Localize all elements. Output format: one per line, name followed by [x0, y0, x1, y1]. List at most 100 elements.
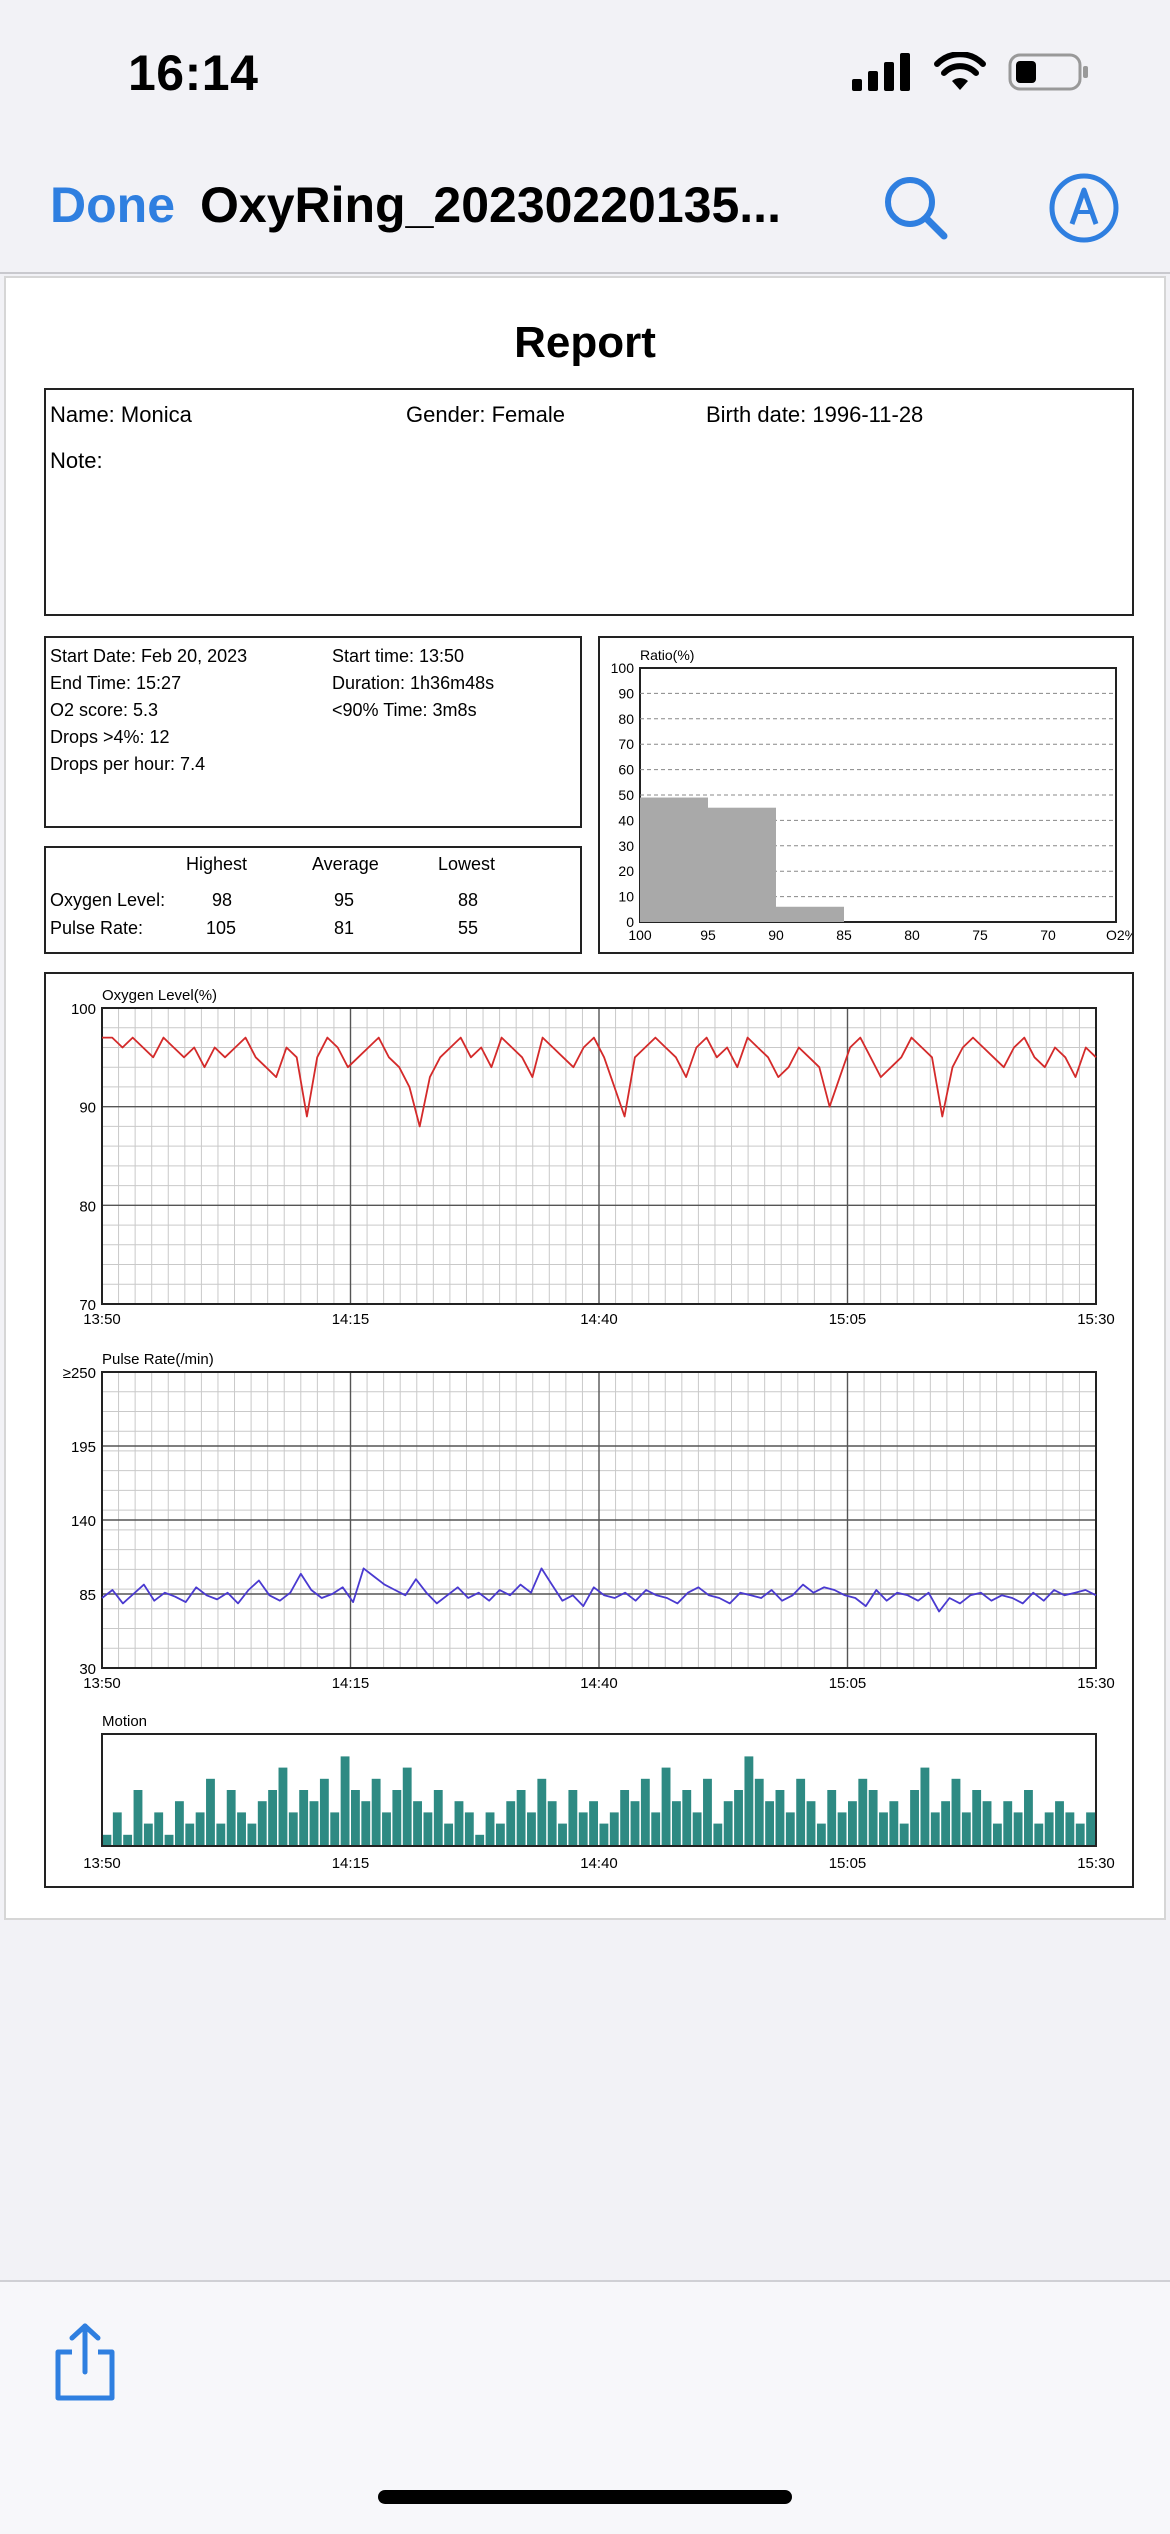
motion-bar [1024, 1790, 1033, 1846]
ratio-xtick: 95 [700, 927, 716, 943]
status-bar: 16:14 [0, 0, 1170, 150]
motion-bar [837, 1812, 847, 1846]
oxygen-chart-xtick: 14:40 [580, 1311, 618, 1328]
ratio-xtick: 90 [768, 927, 784, 943]
motion-bar [640, 1778, 650, 1846]
motion-bar [1055, 1801, 1064, 1846]
motion-bar [930, 1812, 940, 1846]
done-button[interactable]: Done [50, 177, 175, 233]
motion-bar [920, 1767, 930, 1846]
motion-bar [827, 1790, 837, 1846]
stats-header-highest: Highest [186, 854, 248, 874]
motion-bar [1075, 1823, 1085, 1846]
stats-pulse-label: Pulse Rate: [50, 918, 144, 938]
stats-pulse-lowest: 55 [458, 918, 479, 938]
ratio-ytick: 60 [618, 762, 634, 778]
motion-bar [889, 1801, 899, 1846]
motion-bar [609, 1812, 619, 1846]
motion-bar [112, 1812, 122, 1846]
motion-bar [775, 1790, 785, 1846]
oxygen-chart-ytick: 80 [79, 1198, 96, 1215]
ratio-ytick: 90 [618, 685, 634, 701]
markup-icon [1049, 173, 1119, 243]
motion-bar [371, 1778, 381, 1846]
patient-note: Note: [50, 448, 103, 473]
motion-bar [195, 1812, 205, 1846]
pulse-chart-ytick: 140 [71, 1513, 96, 1530]
motion-bar [547, 1801, 557, 1846]
status-icons [852, 52, 1090, 92]
ratio-xtick: 75 [972, 927, 988, 943]
ratio-xtick: 100 [628, 927, 652, 943]
motion-bar [278, 1767, 288, 1846]
search-button[interactable] [880, 172, 952, 244]
ratio-ytick: 70 [618, 736, 634, 752]
motion-bar [941, 1801, 951, 1846]
markup-button[interactable] [1048, 172, 1120, 244]
search-icon [885, 177, 948, 240]
pulse-chart-xtick: 13:50 [83, 1675, 121, 1692]
motion-bar [806, 1801, 816, 1846]
pulse-chart-xtick: 14:40 [580, 1675, 618, 1692]
ratio-ytick: 10 [618, 889, 634, 905]
ratio-ytick: 0 [626, 914, 634, 930]
motion-bar [319, 1778, 329, 1846]
ratio-xtick: 80 [904, 927, 920, 943]
ratio-ytick: 80 [618, 711, 634, 727]
patient-birth-date: Birth date: 1996-11-28 [706, 402, 924, 427]
document-title: OxyRing_20230220135... [200, 177, 781, 233]
summary-duration: Duration: 1h36m48s [332, 673, 495, 693]
motion-bar [495, 1823, 505, 1846]
oxygen-chart-series-line [102, 1036, 1097, 1128]
ratio-ytick: 100 [611, 660, 635, 676]
motion-bar [123, 1834, 133, 1846]
ratio-xtick: 70 [1040, 927, 1056, 943]
pulse-chart-series-line [101, 1567, 1097, 1613]
motion-bar [651, 1812, 661, 1846]
ratio-bar [776, 906, 844, 922]
motion-bar [796, 1778, 806, 1846]
stats-oxygen-lowest: 88 [458, 890, 479, 910]
motion-bar [1044, 1812, 1054, 1846]
summary-o2-score: O2 score: 5.3 [50, 700, 159, 720]
motion-bar [589, 1801, 598, 1846]
share-button[interactable] [50, 2322, 120, 2402]
pulse-chart-xtick: 15:05 [829, 1675, 867, 1692]
motion-bar [992, 1823, 1002, 1846]
motion-bar [982, 1801, 992, 1846]
motion-bar [1065, 1812, 1075, 1846]
pulse-chart-frame [101, 1371, 1097, 1669]
motion-bar [309, 1801, 319, 1846]
oxygen-chart-xtick: 14:15 [332, 1311, 370, 1328]
motion-bar [268, 1790, 278, 1846]
status-time: 16:14 [128, 45, 259, 101]
motion-bar [506, 1801, 516, 1846]
motion-bar [1086, 1812, 1095, 1846]
motion-bar [247, 1823, 257, 1846]
battery-icon [1008, 53, 1088, 91]
summary-drops-per-hour: Drops per hour: 7.4 [50, 754, 206, 774]
share-icon [55, 2323, 115, 2401]
signal-icon [852, 53, 910, 91]
motion-chart-title: Motion [102, 1713, 147, 1730]
stats-oxygen-average: 95 [334, 890, 355, 910]
motion-bar [382, 1812, 391, 1846]
motion-bar [858, 1778, 868, 1846]
summary-drops: Drops >4%: 12 [50, 727, 170, 747]
pulse-chart-title: Pulse Rate(/min) [102, 1351, 214, 1368]
pulse-chart-xtick: 15:30 [1077, 1675, 1115, 1692]
motion-bar [1034, 1823, 1044, 1846]
ratio-xtick: 85 [836, 927, 852, 943]
summary-start-date: Start Date: Feb 20, 2023 [50, 646, 248, 666]
motion-chart-xtick: 15:05 [829, 1855, 867, 1872]
ratio-ytick: 50 [618, 787, 634, 803]
motion-bar [206, 1778, 215, 1846]
oxygen-chart-title: Oxygen Level(%) [102, 987, 217, 1004]
oxygen-chart-xtick: 15:05 [829, 1311, 867, 1328]
report-title: Report [514, 318, 656, 367]
motion-bar [754, 1778, 764, 1846]
ratio-ytick: 20 [618, 863, 634, 879]
stats-header-average: Average [312, 854, 379, 874]
motion-bar [444, 1823, 454, 1846]
motion-bar [351, 1790, 360, 1846]
